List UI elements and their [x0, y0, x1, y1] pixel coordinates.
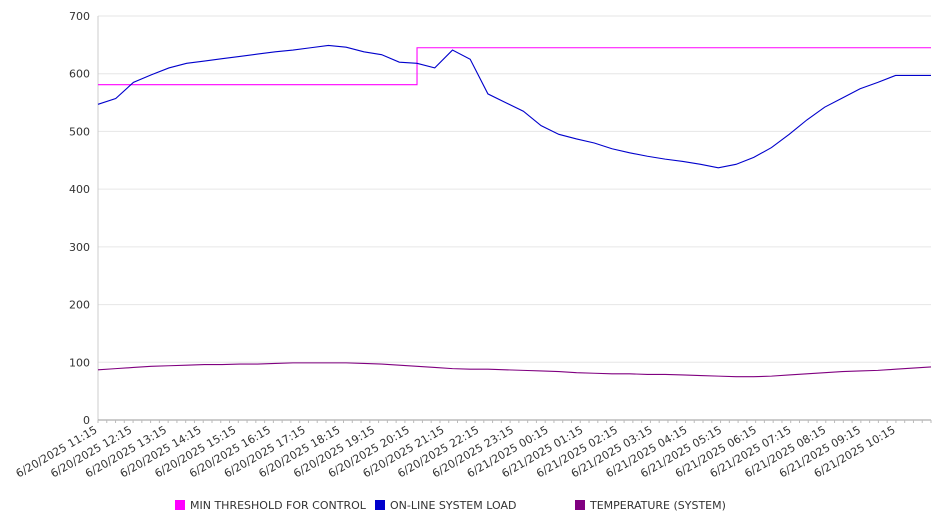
y-tick-label: 600	[69, 68, 90, 81]
legend-swatch	[175, 500, 185, 510]
series-lines	[97, 44, 932, 378]
legend-label: MIN THRESHOLD FOR CONTROL	[190, 499, 367, 512]
y-tick-label: 100	[69, 356, 90, 369]
series-line-2	[97, 44, 931, 169]
y-tick-label: 0	[83, 414, 90, 427]
y-tick-label: 300	[69, 241, 90, 254]
axes	[97, 16, 932, 423]
legend-swatch	[575, 500, 585, 510]
y-tick-label: 400	[69, 183, 90, 196]
y-tick-label: 500	[69, 125, 90, 138]
y-tick-label: 700	[69, 10, 90, 23]
legend-swatch	[375, 500, 385, 510]
legend: MIN THRESHOLD FOR CONTROL ON-LINE SYSTEM …	[175, 499, 726, 512]
legend-label: ON-LINE SYSTEM LOAD	[390, 499, 516, 512]
grid-lines	[98, 15, 931, 421]
series-line-3	[97, 362, 932, 378]
y-tick-labels: 0 100 200 300 400 500 600 700	[69, 10, 90, 427]
series-line-1	[98, 47, 931, 86]
legend-label: TEMPERATURE (SYSTEM)	[589, 499, 726, 512]
x-tick-labels: 6/20/2025 11:156/20/2025 12:156/20/2025 …	[14, 423, 898, 480]
y-tick-label: 200	[69, 299, 90, 312]
